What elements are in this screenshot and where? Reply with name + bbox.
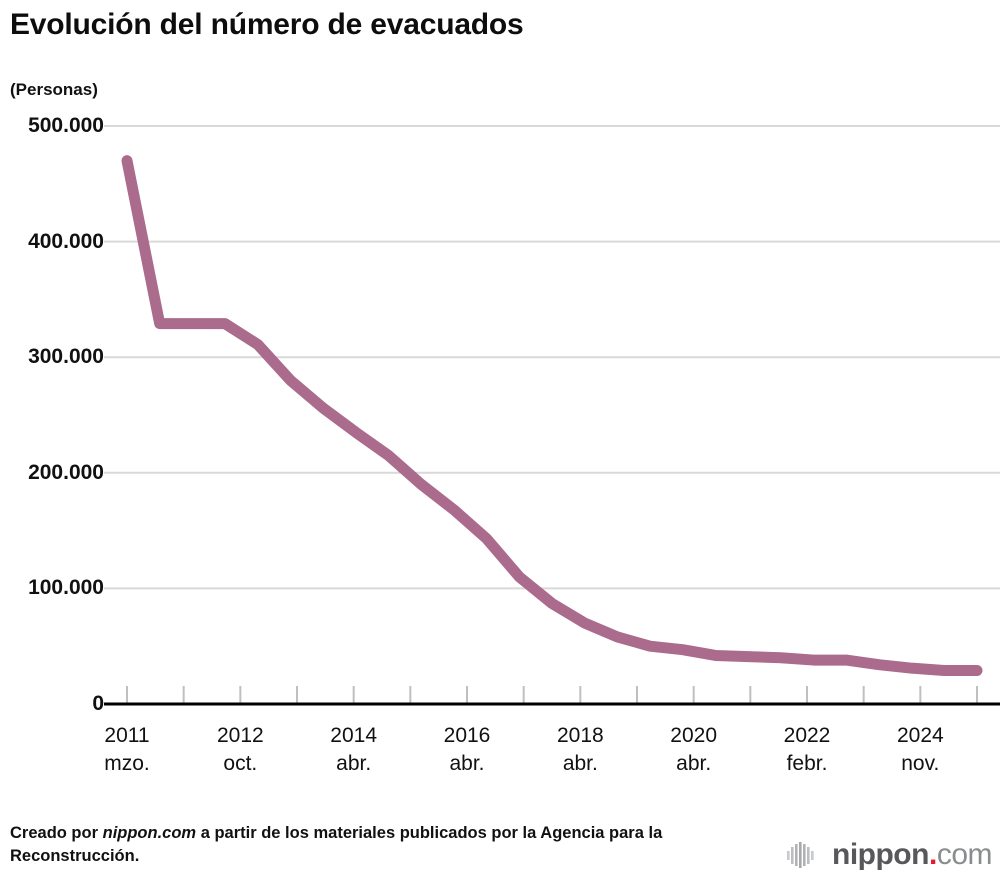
x-tick-label: 2012 oct.: [180, 722, 300, 777]
data-line-evacuados: [121, 155, 983, 676]
y-axis-unit-label: (Personas): [10, 80, 98, 99]
x-tick-label: 2024 nov.: [860, 722, 980, 777]
x-tick-month: oct.: [223, 751, 258, 775]
x-tick-year: 2022: [783, 724, 831, 747]
x-tick-month: abr.: [562, 751, 598, 775]
source-note-prefix: Creado por: [10, 824, 103, 842]
y-tick-label: 200.000: [28, 460, 104, 484]
x-tick-label: 2011 mzo.: [67, 722, 187, 777]
x-tick-year: 2016: [443, 724, 491, 747]
logo-tld: com: [936, 838, 993, 871]
y-tick-label: 100.000: [28, 576, 104, 600]
source-note: Creado por nippon.com a partir de los ma…: [10, 822, 750, 869]
source-note-suffix: a partir de los materiales publicados po…: [10, 824, 663, 866]
gridlines: [104, 125, 1000, 590]
source-note-brand: nippon.com: [102, 824, 197, 842]
y-tick-label: 0: [92, 692, 104, 715]
x-tick-label: 2022 febr.: [747, 722, 867, 777]
y-tick-label: 400.000: [28, 229, 104, 253]
x-tick-label: 2014 abr.: [294, 722, 414, 777]
x-tick-month: abr.: [336, 751, 372, 775]
y-tick-label: 500.000: [28, 114, 104, 137]
x-tick-month: abr.: [676, 751, 712, 775]
nippon-com-logo[interactable]: nippon.com: [787, 838, 993, 871]
x-tick-label: 2018 abr.: [520, 722, 640, 777]
x-axis-ticks: [126, 686, 978, 704]
x-tick-label: 2016 abr.: [407, 722, 527, 777]
x-tick-year: 2020: [670, 724, 718, 747]
x-tick-year: 2014: [330, 724, 378, 747]
logo-name: nippon: [832, 838, 929, 871]
x-tick-year: 2024: [896, 724, 944, 747]
x-tick-month: mzo.: [104, 751, 150, 775]
y-axis-labels: 500.000 400.000 300.000 200.000 100.000 0: [0, 0, 104, 884]
logo-dot: .: [928, 838, 937, 871]
x-tick-month: abr.: [449, 751, 485, 775]
x-tick-year: 2012: [216, 724, 264, 747]
y-tick-label: 300.000: [28, 345, 104, 369]
x-tick-label: 2020 abr.: [634, 722, 754, 777]
x-tick-month: febr.: [786, 751, 828, 775]
x-tick-month: nov.: [901, 751, 940, 775]
x-tick-year: 2018: [556, 724, 604, 747]
nippon-bars-icon: [787, 842, 814, 868]
logo-wordmark: nippon.com: [832, 838, 993, 871]
page-title: Evolución del número de evacuados: [10, 8, 524, 41]
x-tick-year: 2011: [104, 724, 150, 747]
